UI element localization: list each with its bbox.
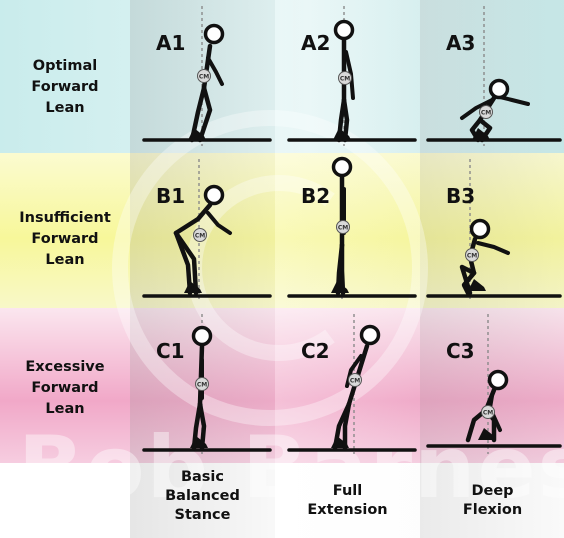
figure-panel-c1: CM C1 xyxy=(142,314,272,454)
center-of-mass-label: CM xyxy=(340,76,350,83)
row-background-optimal xyxy=(0,0,564,153)
row-label-line: Excessive xyxy=(25,359,105,375)
back-leg xyxy=(197,85,213,143)
center-of-mass-label: CM xyxy=(199,74,209,81)
front-leg xyxy=(461,270,477,296)
panel-label: C1 xyxy=(156,339,185,363)
panel-label: A3 xyxy=(446,31,475,55)
row-label-excessive: Excessive Forward Lean xyxy=(0,357,130,420)
row-label-optimal: Optimal Forward Lean xyxy=(0,56,130,119)
panel-label: B3 xyxy=(446,184,475,208)
footer-background xyxy=(0,463,564,538)
front-leg xyxy=(191,401,203,451)
panel-label: A1 xyxy=(156,31,185,55)
figure-panel-a2: CM A2 xyxy=(287,6,417,146)
head xyxy=(203,184,225,206)
arm xyxy=(206,211,232,235)
center-of-mass-label: CM xyxy=(350,378,360,385)
arm xyxy=(206,56,224,86)
figure-panel-c3: CM C3 xyxy=(426,314,562,454)
front-leg xyxy=(336,97,347,143)
center-of-mass-label: CM xyxy=(483,410,493,417)
center-of-mass-label: CM xyxy=(197,382,207,389)
panel-label: C3 xyxy=(446,339,475,363)
center-of-mass-marker xyxy=(197,69,211,83)
ski-boot xyxy=(468,279,486,291)
figure-panel-c2: CM C2 xyxy=(287,314,417,454)
figure-panel-a1: CM A1 xyxy=(142,6,272,146)
row-label-line: Forward xyxy=(31,380,99,396)
head xyxy=(469,218,491,240)
row-label-insufficient: Insufficient Forward Lean xyxy=(0,208,130,271)
center-of-mass-marker xyxy=(195,377,209,391)
ski-boot xyxy=(478,428,496,440)
center-of-mass-marker xyxy=(481,405,495,419)
panel-label: C2 xyxy=(301,339,330,363)
head xyxy=(487,369,509,391)
row-label-line: Optimal xyxy=(32,58,98,74)
column-label-line: Full xyxy=(332,483,363,499)
front-leg xyxy=(335,242,345,296)
column-label-line: Deep xyxy=(471,483,514,499)
row-label-line: Lean xyxy=(45,100,85,116)
head xyxy=(203,23,225,45)
column-label-line: Extension xyxy=(307,502,388,518)
center-of-mass-marker xyxy=(336,220,350,234)
back-leg xyxy=(197,401,207,451)
head xyxy=(331,156,353,178)
row-label-line: Lean xyxy=(45,252,85,268)
front-leg xyxy=(469,117,483,143)
column-label-extension: Full Extension xyxy=(275,482,420,520)
head xyxy=(191,325,213,347)
column-label-line: Basic xyxy=(180,469,225,485)
figure-panel-b1: CM B1 xyxy=(142,159,272,299)
center-of-mass-marker xyxy=(338,71,352,85)
front-leg xyxy=(173,230,193,296)
column-label-basic: Basic Balanced Stance xyxy=(130,468,275,525)
back-leg xyxy=(173,230,199,296)
row-label-line: Forward xyxy=(31,231,99,247)
back-leg xyxy=(477,117,493,143)
panel-label: B1 xyxy=(156,184,185,208)
arm xyxy=(460,98,494,120)
figure-panel-b2: CM B2 xyxy=(287,156,417,299)
column-label-line: Flexion xyxy=(462,502,523,518)
center-of-mass-label: CM xyxy=(467,253,477,260)
panel-label: A2 xyxy=(301,31,330,55)
row-label-line: Insufficient xyxy=(19,210,111,226)
center-of-mass-marker xyxy=(193,228,207,242)
row-label-line: Forward xyxy=(31,79,99,95)
center-of-mass-label: CM xyxy=(338,225,348,232)
head xyxy=(333,19,355,41)
row-label-line: Lean xyxy=(45,401,85,417)
torso xyxy=(173,202,213,236)
center-of-mass-marker xyxy=(348,373,362,387)
column-label-flexion: Deep Flexion xyxy=(420,482,564,520)
front-leg xyxy=(332,401,352,451)
panel-label: B2 xyxy=(301,184,330,208)
watermark-text: Bob Barnes xyxy=(18,418,564,518)
arm xyxy=(344,50,355,100)
figure-panel-a3: CM A3 xyxy=(426,6,562,146)
head xyxy=(488,78,510,100)
center-of-mass-marker xyxy=(465,248,479,262)
column-label-line: Balanced xyxy=(165,488,240,504)
arm xyxy=(476,241,510,255)
head xyxy=(359,324,381,346)
center-of-mass-label: CM xyxy=(481,110,491,117)
center-of-mass-marker xyxy=(479,105,493,119)
column-label-line: Stance xyxy=(174,507,231,523)
center-of-mass-label: CM xyxy=(195,233,205,240)
front-leg xyxy=(189,85,207,143)
figure-panel-b3: CM B3 xyxy=(426,159,562,299)
